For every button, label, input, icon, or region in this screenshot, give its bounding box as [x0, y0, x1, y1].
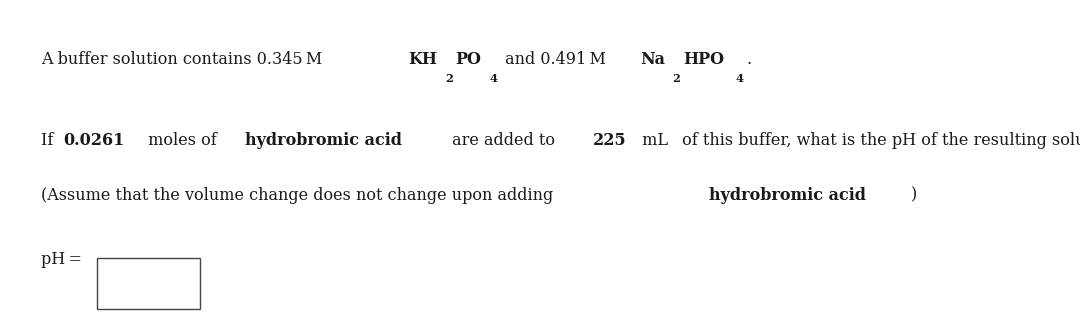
Text: If: If — [41, 132, 58, 149]
Text: ): ) — [912, 187, 917, 204]
Text: 2: 2 — [673, 73, 680, 84]
Text: (Assume that the volume change does not change upon adding: (Assume that the volume change does not … — [41, 187, 558, 204]
Text: mL: mL — [636, 132, 667, 149]
Text: are added to: are added to — [447, 132, 561, 149]
Text: hydrobromic acid: hydrobromic acid — [708, 187, 866, 204]
Text: 2: 2 — [446, 73, 454, 84]
Bar — [97, 258, 200, 309]
Text: A buffer solution contains 0.345 M: A buffer solution contains 0.345 M — [41, 52, 325, 68]
Text: KH: KH — [408, 52, 437, 68]
Text: of this buffer, what is the pH of the resulting solution ?: of this buffer, what is the pH of the re… — [676, 132, 1080, 149]
Text: HPO: HPO — [683, 52, 724, 68]
Text: Na: Na — [640, 52, 665, 68]
Text: moles of: moles of — [143, 132, 221, 149]
Text: pH =: pH = — [41, 251, 82, 268]
Text: PO: PO — [456, 52, 482, 68]
Text: .: . — [746, 52, 752, 68]
Text: 225: 225 — [593, 132, 626, 149]
Text: and 0.491 M: and 0.491 M — [500, 52, 609, 68]
Text: 0.0261: 0.0261 — [64, 132, 125, 149]
Text: 4: 4 — [489, 73, 497, 84]
Text: hydrobromic acid: hydrobromic acid — [244, 132, 402, 149]
Text: 4: 4 — [735, 73, 744, 84]
